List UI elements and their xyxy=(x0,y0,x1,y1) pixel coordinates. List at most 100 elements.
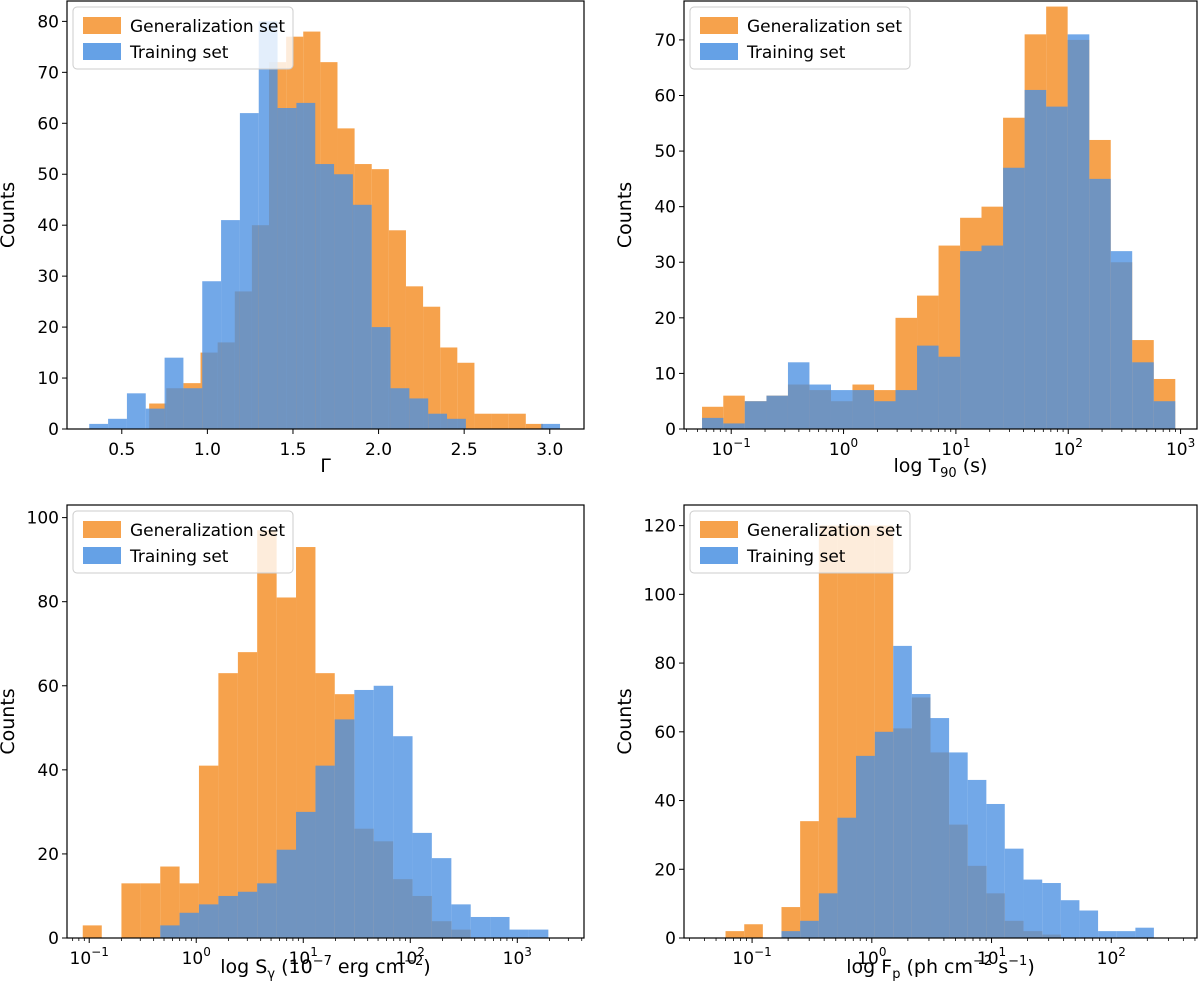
training-bar xyxy=(409,398,429,429)
y-tick-label: 10 xyxy=(37,369,59,389)
legend-swatch-training xyxy=(83,547,121,564)
training-bar xyxy=(221,220,240,429)
x-axis-label: Γ xyxy=(320,455,331,477)
legend-label-training: Training set xyxy=(129,43,229,63)
training-bar xyxy=(874,731,894,938)
training-bar xyxy=(723,423,745,429)
training-bar xyxy=(1116,931,1136,938)
plot-frame xyxy=(683,504,1198,939)
x-tick-label-base: 10 xyxy=(977,949,999,969)
legend-box xyxy=(689,6,911,70)
x-tick-label: 102 xyxy=(396,945,425,969)
x-axis-label-tail: s xyxy=(992,956,1008,978)
generalization-bar xyxy=(457,362,475,429)
legend-swatch-generalization xyxy=(83,521,121,538)
x-tick-label-exponent: 0 xyxy=(203,945,211,959)
x-tick-label-base: 10 xyxy=(70,949,92,969)
y-tick-label: 20 xyxy=(37,845,59,865)
y-tick-label: 20 xyxy=(654,860,676,880)
generalization-bar xyxy=(474,413,492,429)
training-bar xyxy=(258,21,278,429)
training-bar xyxy=(470,916,491,938)
y-tick-label: 60 xyxy=(654,86,676,106)
training-bar xyxy=(960,251,982,429)
y-tick-label: 40 xyxy=(654,198,676,218)
x-tick-label-exponent: 0 xyxy=(851,436,859,450)
legend-box xyxy=(72,6,294,70)
training-bar xyxy=(257,883,277,938)
legend-swatch-training xyxy=(83,43,121,60)
training-bar xyxy=(938,356,961,429)
training-bar xyxy=(89,423,109,429)
legend-label-generalization: Generalization set xyxy=(747,17,902,37)
y-tick-label: 70 xyxy=(654,31,676,51)
y-tick-label: 70 xyxy=(37,63,59,83)
x-axis-label-end: ) xyxy=(1027,956,1034,978)
x-tick-label-base: 10 xyxy=(289,949,311,969)
training-bar xyxy=(145,408,165,429)
training-bar xyxy=(702,417,724,429)
training-bar xyxy=(981,245,1004,429)
training-bar xyxy=(164,357,184,429)
x-tick-label-exponent: 1 xyxy=(310,945,318,959)
y-tick-label: 80 xyxy=(37,593,59,613)
histogram-bars xyxy=(702,6,1176,430)
training-bar xyxy=(126,393,146,429)
generalization-bar xyxy=(257,530,277,938)
training-bar xyxy=(352,204,372,429)
training-bar xyxy=(1003,167,1025,429)
training-bar xyxy=(1132,362,1154,429)
y-tick-label: 0 xyxy=(48,420,59,440)
x-axis-label-end: ) xyxy=(423,956,430,978)
legend-label-generalization: Generalization set xyxy=(130,17,285,37)
x-tick-label-exponent: 2 xyxy=(417,945,425,959)
y-axis-label: Counts xyxy=(0,182,19,248)
training-bar xyxy=(160,925,180,938)
x-axis-label-sup: −7 xyxy=(313,954,332,969)
legend-swatch-training xyxy=(700,43,738,60)
training-bar xyxy=(1060,900,1080,938)
x-tick-label: 103 xyxy=(1166,436,1195,460)
training-bar xyxy=(1024,89,1047,429)
y-tick-label: 10 xyxy=(654,364,676,384)
training-bar xyxy=(315,765,335,938)
training-bar xyxy=(744,401,767,429)
x-axis-label: log Fp (ph cm−2 s−1) xyxy=(846,954,1034,982)
x-axis-label-suffix: (10 xyxy=(275,956,313,978)
x-tick-label: 10−1 xyxy=(732,945,771,969)
training-bar xyxy=(800,920,819,938)
training-bar xyxy=(371,327,391,429)
x-tick-label: 1.0 xyxy=(194,440,221,460)
y-tick-label: 40 xyxy=(654,792,676,812)
training-bar xyxy=(179,912,199,938)
plot-frame xyxy=(66,0,585,430)
training-bar xyxy=(895,390,918,429)
training-bar xyxy=(818,893,838,938)
generalization-bar xyxy=(723,395,745,429)
x-tick-label-base: 10 xyxy=(503,949,525,969)
training-bar xyxy=(917,345,939,429)
training-bar xyxy=(447,418,466,429)
training-bar xyxy=(490,916,510,938)
histogram-bars xyxy=(725,525,1154,938)
x-axis-label-main: log S xyxy=(220,956,267,978)
training-bar xyxy=(986,803,1005,938)
training-bar xyxy=(1153,401,1176,429)
training-bar xyxy=(1067,34,1090,429)
training-bar xyxy=(183,388,203,429)
training-bar xyxy=(781,931,801,938)
x-tick-label-exponent: 3 xyxy=(524,945,532,959)
x-tick-label-exponent: 2 xyxy=(1075,436,1083,450)
x-axis-label-suffix: (ph cm xyxy=(900,956,973,978)
plot-frame xyxy=(66,504,585,939)
training-bar xyxy=(911,694,931,938)
training-bar xyxy=(1079,910,1099,938)
x-tick-label: 1.5 xyxy=(279,440,306,460)
x-tick-label-exponent: 1 xyxy=(963,436,971,450)
generalization-bar xyxy=(82,925,102,938)
x-tick-label-base: 10 xyxy=(941,440,963,460)
training-bar xyxy=(354,689,374,938)
x-axis-label-sub: 90 xyxy=(940,466,957,481)
training-bar xyxy=(766,395,788,429)
